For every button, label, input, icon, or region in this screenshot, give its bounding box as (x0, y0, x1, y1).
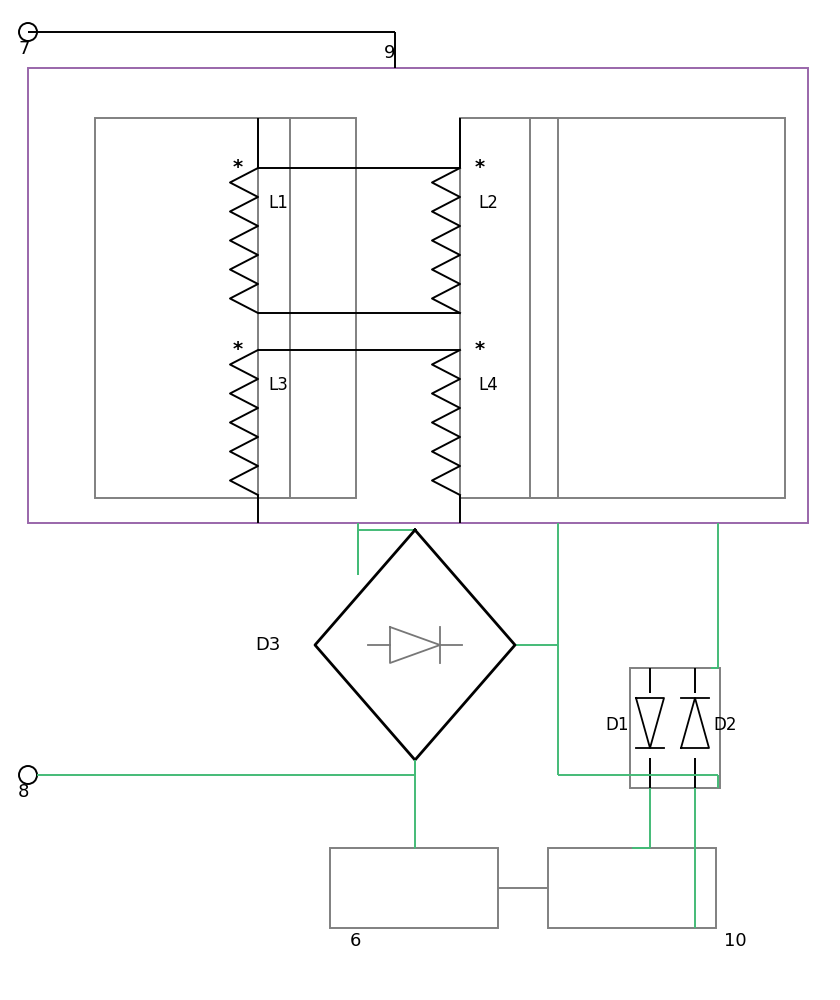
Text: L3: L3 (268, 376, 288, 394)
Text: *: * (233, 158, 243, 177)
Bar (258, 118, 356, 498)
Text: L1: L1 (268, 194, 288, 212)
Bar (330, 848, 498, 928)
Text: 9: 9 (384, 44, 396, 62)
Text: 6: 6 (350, 932, 361, 950)
Bar (548, 848, 716, 928)
Text: D3: D3 (255, 636, 281, 654)
Text: D1: D1 (605, 716, 628, 734)
Text: D2: D2 (713, 716, 737, 734)
Text: *: * (475, 340, 486, 359)
Bar (28, 68, 808, 523)
Bar (95, 118, 290, 498)
Bar (630, 668, 720, 788)
Bar (530, 118, 785, 498)
Text: 8: 8 (18, 783, 29, 801)
Text: 10: 10 (724, 932, 747, 950)
Bar (460, 118, 558, 498)
Text: *: * (233, 340, 243, 359)
Text: L4: L4 (478, 376, 498, 394)
Text: *: * (475, 158, 486, 177)
Text: 7: 7 (18, 40, 29, 58)
Text: L2: L2 (478, 194, 498, 212)
